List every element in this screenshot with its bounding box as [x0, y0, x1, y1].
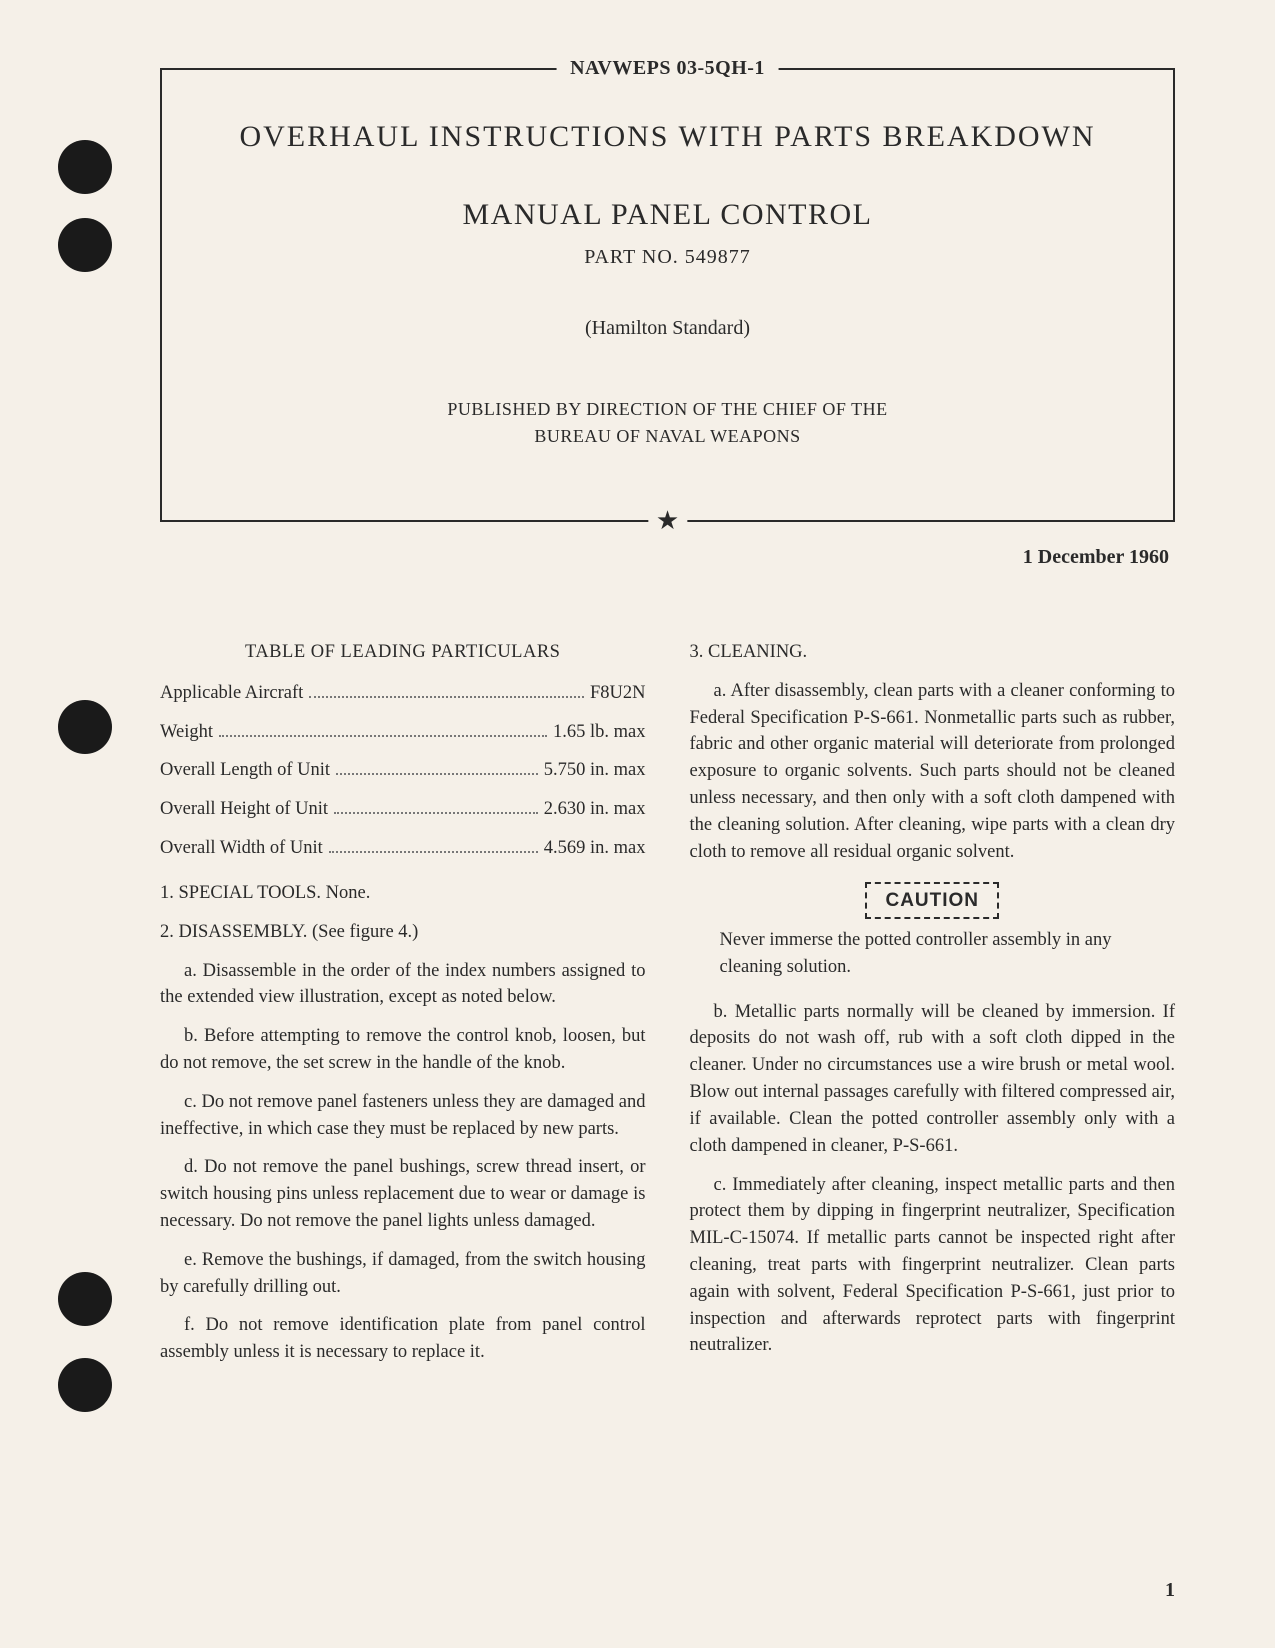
published-line1: PUBLISHED BY DIRECTION OF THE CHIEF OF T…: [202, 396, 1133, 423]
caution-block: CAUTION: [690, 878, 1176, 928]
leader-dots: [219, 735, 547, 737]
spec-row: Weight 1.65 lb. max: [160, 719, 646, 746]
doc-id: NAVWEPS 03-5QH-1: [556, 57, 779, 80]
left-column: TABLE OF LEADING PARTICULARS Applicable …: [160, 639, 646, 1378]
spec-label: Overall Height of Unit: [160, 796, 328, 823]
star-icon: ★: [648, 508, 687, 534]
section-3-heading: 3. CLEANING.: [690, 639, 1176, 666]
section-2-heading: 2. DISASSEMBLY. (See figure 4.): [160, 919, 646, 946]
para-3a: a. After disassembly, clean parts with a…: [690, 678, 1176, 866]
para-2f: f. Do not remove identification plate fr…: [160, 1312, 646, 1366]
spec-value: 5.750 in. max: [544, 757, 646, 784]
two-column-body: TABLE OF LEADING PARTICULARS Applicable …: [160, 639, 1175, 1378]
spec-row: Overall Length of Unit 5.750 in. max: [160, 757, 646, 784]
para-2a: a. Disassemble in the order of the index…: [160, 958, 646, 1012]
para-2c: c. Do not remove panel fasteners unless …: [160, 1089, 646, 1143]
para-3b: b. Metallic parts normally will be clean…: [690, 999, 1176, 1160]
caution-label: CAUTION: [865, 882, 999, 920]
page-content: NAVWEPS 03-5QH-1 OVERHAUL INSTRUCTIONS W…: [0, 0, 1275, 1648]
leader-dots: [336, 773, 538, 775]
spec-row: Overall Width of Unit 4.569 in. max: [160, 835, 646, 862]
leader-dots: [329, 851, 538, 853]
main-title: OVERHAUL INSTRUCTIONS WITH PARTS BREAKDO…: [202, 120, 1133, 154]
para-2b: b. Before attempting to remove the contr…: [160, 1023, 646, 1077]
manufacturer: (Hamilton Standard): [202, 317, 1133, 340]
para-3c: c. Immediately after cleaning, inspect m…: [690, 1172, 1176, 1360]
caution-text: Never immerse the potted controller asse…: [720, 927, 1146, 981]
right-column: 3. CLEANING. a. After disassembly, clean…: [690, 639, 1176, 1378]
page-number: 1: [1165, 1579, 1175, 1602]
spec-value: 4.569 in. max: [544, 835, 646, 862]
publication-date: 1 December 1960: [160, 546, 1169, 569]
para-2e: e. Remove the bushings, if damaged, from…: [160, 1247, 646, 1301]
leader-dots: [334, 812, 538, 814]
title-box: NAVWEPS 03-5QH-1 OVERHAUL INSTRUCTIONS W…: [160, 68, 1175, 522]
spec-label: Overall Length of Unit: [160, 757, 330, 784]
spec-value: F8U2N: [590, 680, 646, 707]
published-by: PUBLISHED BY DIRECTION OF THE CHIEF OF T…: [202, 396, 1133, 450]
spec-label: Weight: [160, 719, 213, 746]
sub-title: MANUAL PANEL CONTROL: [202, 198, 1133, 232]
spec-label: Overall Width of Unit: [160, 835, 323, 862]
para-2d: d. Do not remove the panel bushings, scr…: [160, 1154, 646, 1234]
spec-label: Applicable Aircraft: [160, 680, 303, 707]
spec-value: 2.630 in. max: [544, 796, 646, 823]
leader-dots: [309, 696, 584, 698]
section-1-heading: 1. SPECIAL TOOLS. None.: [160, 880, 646, 907]
spec-value: 1.65 lb. max: [553, 719, 646, 746]
spec-row: Applicable Aircraft F8U2N: [160, 680, 646, 707]
particulars-title: TABLE OF LEADING PARTICULARS: [160, 639, 646, 666]
spec-row: Overall Height of Unit 2.630 in. max: [160, 796, 646, 823]
published-line2: BUREAU OF NAVAL WEAPONS: [202, 423, 1133, 450]
part-number: PART NO. 549877: [202, 246, 1133, 269]
